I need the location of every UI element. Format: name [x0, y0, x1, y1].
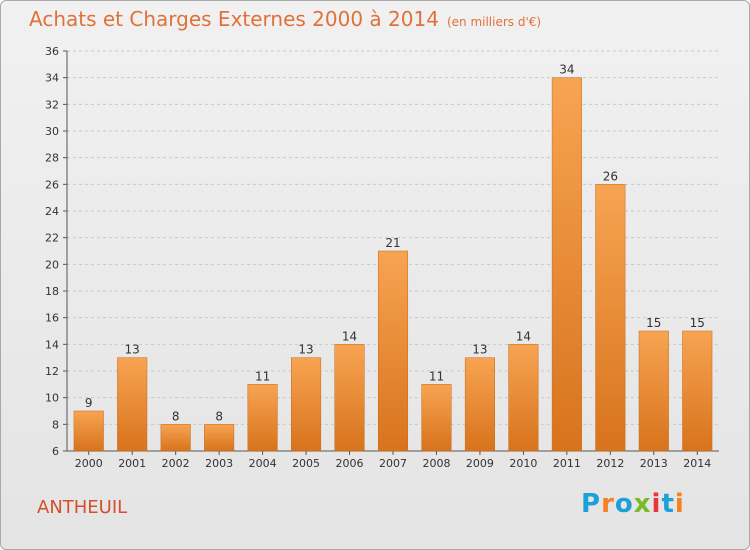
location-name: ANTHEUIL: [37, 497, 128, 518]
logo-letter: P: [581, 489, 602, 519]
bar-2003: [204, 424, 235, 452]
x-tick-label-2007: 2007: [379, 457, 407, 470]
proxiti-logo: Proxiti: [581, 489, 685, 519]
chart-title-text: Achats et Charges Externes 2000 à 2014: [29, 7, 439, 31]
bar-2006: [334, 344, 365, 452]
value-label-2014: 15: [690, 316, 705, 330]
x-tick-label-2006: 2006: [336, 457, 364, 470]
bar-2009: [464, 357, 495, 452]
x-tick-label-2008: 2008: [422, 457, 450, 470]
units-label: (en milliers d'€): [446, 15, 542, 29]
bar-2007: [377, 250, 409, 452]
bar-2008: [421, 384, 452, 452]
x-tick-label-2013: 2013: [640, 457, 668, 470]
x-tick-label-2001: 2001: [118, 457, 146, 470]
x-tick-label-2005: 2005: [292, 457, 320, 470]
value-label-2008: 11: [429, 369, 444, 383]
value-label-2001: 13: [125, 343, 140, 357]
y-tick-label: 24: [45, 205, 59, 218]
bars: 9 13 8 8 11 13 14 21 11 13 14 34 26 15 15: [73, 63, 713, 452]
value-label-2000: 9: [85, 396, 93, 410]
x-tick-label-2010: 2010: [509, 457, 537, 470]
y-tick-label: 32: [45, 98, 59, 111]
y-tick-label: 36: [45, 45, 59, 58]
bar-2002: [160, 424, 191, 452]
bar-2000: [73, 410, 104, 452]
bar-2001: [117, 357, 148, 452]
y-tick-label: 10: [45, 392, 59, 405]
value-label-2003: 8: [215, 409, 223, 423]
logo-letter: i: [674, 489, 685, 519]
value-label-2002: 8: [172, 409, 180, 423]
bar-2013: [638, 330, 669, 452]
x-tick-label-2009: 2009: [466, 457, 494, 470]
y-tick-label: 18: [45, 285, 59, 298]
y-tick-label: 28: [45, 152, 59, 165]
axes: 6 8 10 12 14 16 18 20 22 24 26 28 30 32 34 36 2000 2001 20…: [45, 45, 719, 470]
x-tick-label-2014: 2014: [683, 457, 711, 470]
x-tick-label-2000: 2000: [75, 457, 103, 470]
y-tick-label: 22: [45, 232, 59, 245]
bar-2012: [595, 184, 626, 452]
x-tick-label-2012: 2012: [596, 457, 624, 470]
bar-2010: [508, 344, 539, 452]
value-label-2006: 14: [342, 329, 357, 343]
y-tick-label: 30: [45, 125, 59, 138]
logo-letter: i: [651, 489, 662, 519]
value-label-2012: 26: [603, 169, 618, 183]
value-label-2010: 14: [516, 329, 531, 343]
y-tick-label: 12: [45, 365, 59, 378]
bar-2004: [247, 384, 278, 452]
bar-2011: [551, 77, 582, 452]
bar-2014: [682, 330, 713, 452]
x-tick-label-2004: 2004: [249, 457, 277, 470]
value-label-2013: 15: [646, 316, 661, 330]
logo-letter: o: [614, 489, 634, 519]
logo-letter: x: [633, 489, 652, 519]
bar-2005: [291, 357, 322, 452]
y-tick-label: 26: [45, 178, 59, 191]
y-tick-label: 14: [45, 338, 59, 351]
x-tick-label-2003: 2003: [205, 457, 233, 470]
y-tick-label: 34: [45, 72, 59, 85]
value-label-2009: 13: [472, 343, 487, 357]
value-label-2004: 11: [255, 369, 270, 383]
y-tick-label: 20: [45, 258, 59, 271]
value-label-2011: 34: [559, 63, 574, 77]
value-label-2007: 21: [385, 236, 400, 250]
y-tick-label: 8: [52, 418, 59, 431]
value-label-2005: 13: [298, 343, 313, 357]
logo-letter: r: [601, 489, 615, 519]
logo-letter: t: [661, 489, 675, 519]
x-tick-label-2002: 2002: [162, 457, 190, 470]
chart-title: Achats et Charges Externes 2000 à 2014 (e…: [29, 7, 541, 31]
x-tick-label-2011: 2011: [553, 457, 581, 470]
y-tick-label: 6: [52, 445, 59, 458]
y-tick-label: 16: [45, 312, 59, 325]
